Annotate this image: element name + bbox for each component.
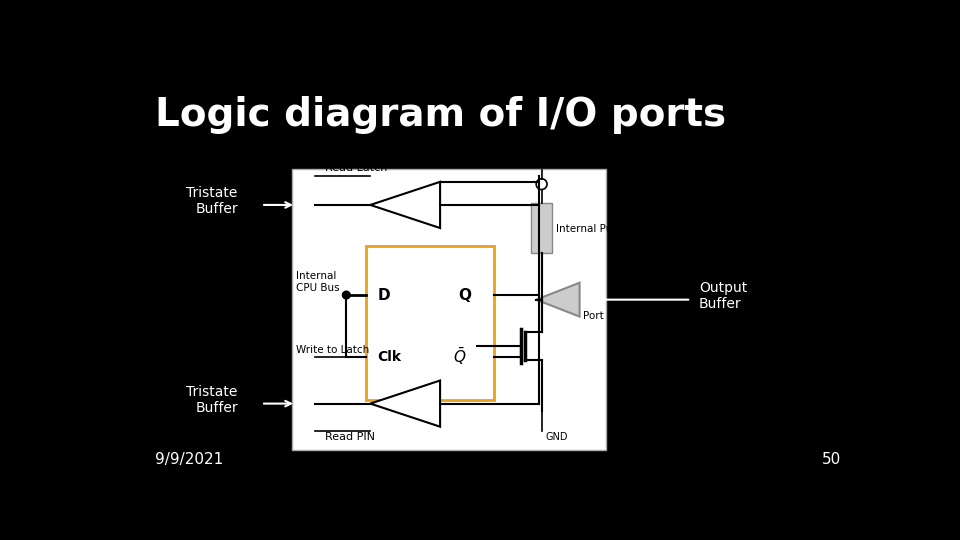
- Text: Read PIN: Read PIN: [324, 432, 374, 442]
- Text: VCC: VCC: [545, 157, 565, 167]
- Text: Q: Q: [458, 287, 471, 302]
- Text: 9/9/2021: 9/9/2021: [155, 452, 223, 467]
- Circle shape: [343, 291, 350, 299]
- Text: Clk: Clk: [377, 349, 401, 363]
- Text: Read Latch: Read Latch: [324, 163, 387, 173]
- Text: Output
Buffer: Output Buffer: [699, 281, 747, 311]
- Polygon shape: [371, 182, 440, 228]
- FancyBboxPatch shape: [367, 246, 493, 400]
- Text: Tristate
Buffer: Tristate Buffer: [186, 384, 238, 415]
- FancyBboxPatch shape: [292, 168, 606, 450]
- Text: Tristate
Buffer: Tristate Buffer: [186, 186, 238, 216]
- Text: Internal
CPU Bus: Internal CPU Bus: [296, 271, 340, 293]
- Text: $\bar{Q}$: $\bar{Q}$: [453, 346, 467, 367]
- Polygon shape: [371, 381, 440, 427]
- Text: Write to Latch: Write to Latch: [296, 345, 370, 355]
- Text: 50: 50: [822, 452, 841, 467]
- Text: D: D: [377, 287, 390, 302]
- Text: GND: GND: [545, 432, 568, 442]
- Text: Logic diagram of I/O ports: Logic diagram of I/O ports: [155, 96, 726, 133]
- Polygon shape: [537, 283, 580, 316]
- Text: Internal Pull up: Internal Pull up: [557, 224, 636, 234]
- Text: Port Pin: Port Pin: [584, 311, 623, 321]
- FancyBboxPatch shape: [531, 204, 552, 253]
